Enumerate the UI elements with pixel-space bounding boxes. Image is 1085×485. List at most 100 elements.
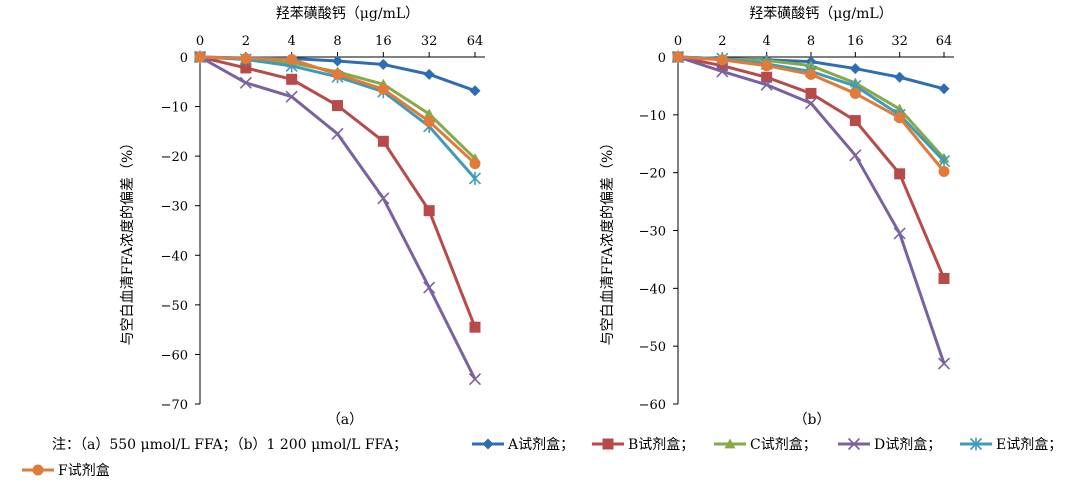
- data-point: [849, 115, 861, 127]
- y-tick-label: −40: [639, 282, 666, 297]
- data-point: [716, 54, 728, 66]
- x-tick-label: 0: [674, 34, 682, 49]
- legend-item: A试剂盒；: [470, 434, 574, 454]
- y-axis-title: 与空白血清FFA浓度的偏差（%）: [600, 136, 616, 346]
- data-point: [804, 97, 818, 110]
- legend-label: F试剂盒: [58, 463, 110, 479]
- data-point: [938, 83, 950, 95]
- x-tick-label: 32: [891, 34, 908, 49]
- x-tick-label: 2: [718, 34, 726, 49]
- legend-swatch: [592, 438, 624, 450]
- data-point: [332, 68, 343, 80]
- x-axis-title: 羟苯磺酸钙（μg/mL）: [749, 5, 892, 22]
- data-point: [240, 52, 252, 64]
- y-tick-label: −30: [639, 225, 666, 240]
- data-point: [805, 87, 817, 99]
- x-axis-title: 羟苯磺酸钙（μg/mL）: [276, 5, 419, 22]
- data-point: [331, 127, 344, 140]
- legend-swatch: [838, 437, 870, 451]
- y-tick-label: −60: [161, 348, 188, 363]
- data-point: [423, 68, 435, 80]
- data-point: [194, 51, 206, 63]
- y-tick-label: −30: [161, 200, 188, 215]
- data-point: [423, 108, 435, 119]
- legend-label: A试剂盒；: [508, 437, 575, 453]
- data-point: [849, 63, 861, 75]
- data-point: [937, 357, 951, 370]
- legend-item: C试剂盒；: [712, 434, 817, 454]
- data-point: [423, 281, 436, 294]
- data-point: [469, 158, 481, 170]
- data-point: [377, 192, 390, 205]
- series-line: [199, 55, 477, 328]
- x-tick-label: 16: [375, 34, 392, 49]
- x-tick-label: 0: [196, 34, 204, 49]
- series-B试剂盒: [194, 51, 481, 333]
- y-tick-label: 0: [658, 51, 666, 66]
- data-point: [894, 168, 906, 180]
- data-point: [468, 373, 482, 386]
- data-point: [377, 58, 389, 70]
- data-point: [716, 65, 729, 78]
- data-point: [716, 60, 728, 72]
- chart-panel-a: 0 2 4 8 16 32 64 0 −10 −20 −30 −40 −50 −60 −70 羟苯磺酸钙（μg…: [120, 5, 485, 428]
- y-axis-title: 与空白血清FFA浓度的偏差（%）: [120, 136, 136, 346]
- legend-label: E试剂盒；: [996, 437, 1063, 453]
- y-tick-label: −70: [161, 398, 188, 413]
- x-tick-label: 64: [467, 34, 484, 49]
- legend-marker: [482, 438, 494, 450]
- y-tick-label: −40: [161, 249, 188, 264]
- legend-marker: [724, 438, 736, 449]
- legend-swatch: [22, 464, 54, 476]
- x-tick-label: 4: [763, 34, 771, 49]
- x-tick-label: 64: [936, 34, 953, 49]
- y-tick-label: −20: [639, 167, 666, 182]
- data-point: [285, 90, 298, 103]
- legend-note: 注：（a）550 μmol/L FFA；（b）1 200 μmol/L FFA；: [52, 437, 408, 453]
- data-point: [761, 71, 773, 83]
- legend-marker: [969, 437, 983, 451]
- legend-label: C试剂盒；: [750, 437, 817, 453]
- data-point: [938, 273, 950, 285]
- data-point: [468, 171, 482, 185]
- data-point: [849, 87, 861, 99]
- data-point: [672, 51, 684, 63]
- legend-label: D试剂盒；: [874, 437, 942, 453]
- legend-label: B试剂盒；: [628, 437, 695, 453]
- data-point: [423, 205, 435, 217]
- data-point: [332, 100, 343, 112]
- x-tick-label: 2: [242, 34, 250, 49]
- legend-marker: [847, 437, 861, 451]
- y-tick-label: −10: [639, 109, 666, 124]
- data-point: [240, 62, 252, 74]
- legend-item: E试剂盒；: [958, 434, 1062, 454]
- legend-swatch: [472, 438, 504, 450]
- legend: 注：（a）550 μmol/L FFA；（b）1 200 μmol/L FFA；…: [0, 430, 1085, 485]
- data-point: [423, 115, 435, 127]
- figure: 0 2 4 8 16 32 64 0 −10 −20 −30 −40 −50 −60 −70 羟苯磺酸钙（μg…: [120, 5, 954, 428]
- data-point: [469, 321, 481, 333]
- data-point: [894, 112, 906, 124]
- y-tick-label: −10: [161, 101, 188, 116]
- legend-marker: [32, 464, 44, 476]
- data-point: [760, 78, 773, 91]
- data-point: [286, 53, 298, 65]
- panel-label: （b）: [794, 412, 831, 428]
- series-F试剂盒: [672, 51, 950, 178]
- legend-swatch: [714, 438, 746, 449]
- data-point: [761, 60, 773, 72]
- data-point: [849, 149, 862, 162]
- legend-item: B试剂盒；: [590, 434, 694, 454]
- chart-panel-b: 0 2 4 8 16 32 64 0 −10 −20 −30 −40 −50 −60 羟苯磺酸钙（μg/mL…: [600, 5, 954, 428]
- data-point: [805, 68, 817, 80]
- y-tick-label: −60: [639, 398, 666, 413]
- legend-marker: [602, 438, 614, 450]
- y-tick-label: −20: [161, 150, 188, 165]
- x-tick-label: 8: [807, 34, 815, 49]
- x-tick-label: 4: [288, 34, 296, 49]
- data-point: [377, 135, 389, 147]
- data-point: [286, 73, 298, 85]
- data-point: [469, 85, 481, 97]
- y-tick-label: −50: [161, 299, 188, 314]
- legend-item: D试剂盒；: [836, 434, 941, 454]
